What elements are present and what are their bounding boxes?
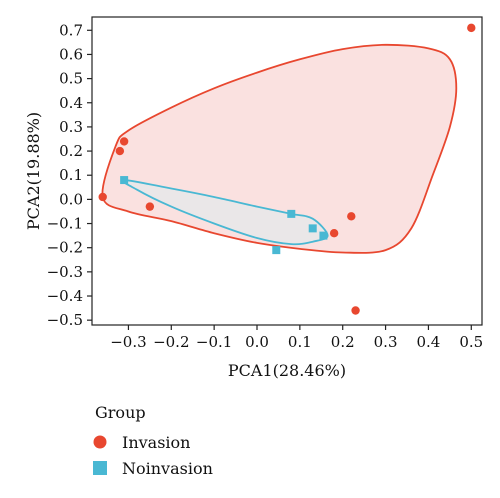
y-tick-label: 0.3 <box>59 118 83 136</box>
point-invasion <box>115 146 125 156</box>
y-tick-label: −0.5 <box>47 311 83 329</box>
x-tick-label: −0.1 <box>196 333 232 351</box>
y-tick-label: 0.2 <box>59 142 83 160</box>
point-invasion <box>351 306 360 315</box>
point-noinvasion <box>308 224 317 233</box>
x-tick-label: −0.3 <box>110 333 146 351</box>
legend-item-invasion: Invasion <box>93 433 190 452</box>
x-tick-label: 0.5 <box>459 333 483 351</box>
data-points <box>98 23 476 315</box>
legend-marker <box>93 461 107 475</box>
point-invasion <box>467 23 476 33</box>
y-tick-label: 0.6 <box>59 45 83 63</box>
y-tick-label: 0.4 <box>59 94 83 112</box>
point-noinvasion <box>120 176 129 185</box>
point-invasion <box>119 137 129 146</box>
y-tick-label: 0.1 <box>59 166 83 184</box>
x-tick-label: 0.1 <box>288 333 312 351</box>
x-tick-label: 0.3 <box>374 333 398 351</box>
plot-area-frame <box>91 16 483 326</box>
y-tick-label: 0.0 <box>59 190 83 208</box>
x-tick-label: −0.2 <box>153 333 189 351</box>
legend-item-noinvasion: Noinvasion <box>93 459 213 478</box>
legend: Group Invasion Noinvasion <box>93 403 213 478</box>
x-axis-title: PCA1(28.46%) <box>228 361 346 380</box>
x-axis-ticks: −0.3 −0.2 −0.1 0.0 0.1 0.2 0.3 0.4 0.5 <box>110 325 483 351</box>
x-tick-label: 0.2 <box>331 333 355 351</box>
legend-label: Noinvasion <box>122 459 213 478</box>
point-invasion <box>329 229 339 238</box>
point-invasion <box>347 212 356 221</box>
confidence-ellipses <box>101 43 458 254</box>
y-tick-label: −0.2 <box>47 239 83 257</box>
legend-marker <box>93 435 107 449</box>
legend-label: Invasion <box>122 433 190 452</box>
x-tick-label: 0.4 <box>416 333 440 351</box>
y-axis-title: PCA2(19.88%) <box>24 112 43 230</box>
y-tick-label: −0.1 <box>47 215 83 233</box>
y-axis-ticks: 0.7 0.6 0.5 0.4 0.3 0.2 0.1 0.0 −0.1 −0.2 −0.3 −0.4… <box>47 21 92 329</box>
y-tick-label: 0.7 <box>59 21 83 39</box>
point-noinvasion <box>287 209 296 218</box>
point-noinvasion <box>272 246 281 255</box>
y-tick-label: −0.3 <box>47 263 83 281</box>
legend-title: Group <box>95 403 146 422</box>
x-tick-label: 0.0 <box>245 333 269 351</box>
legend-items: Invasion Noinvasion <box>93 433 213 478</box>
point-noinvasion <box>319 231 328 240</box>
point-invasion <box>98 192 107 202</box>
y-tick-label: −0.4 <box>47 287 83 305</box>
y-tick-label: 0.5 <box>59 70 83 88</box>
point-invasion <box>145 202 155 211</box>
